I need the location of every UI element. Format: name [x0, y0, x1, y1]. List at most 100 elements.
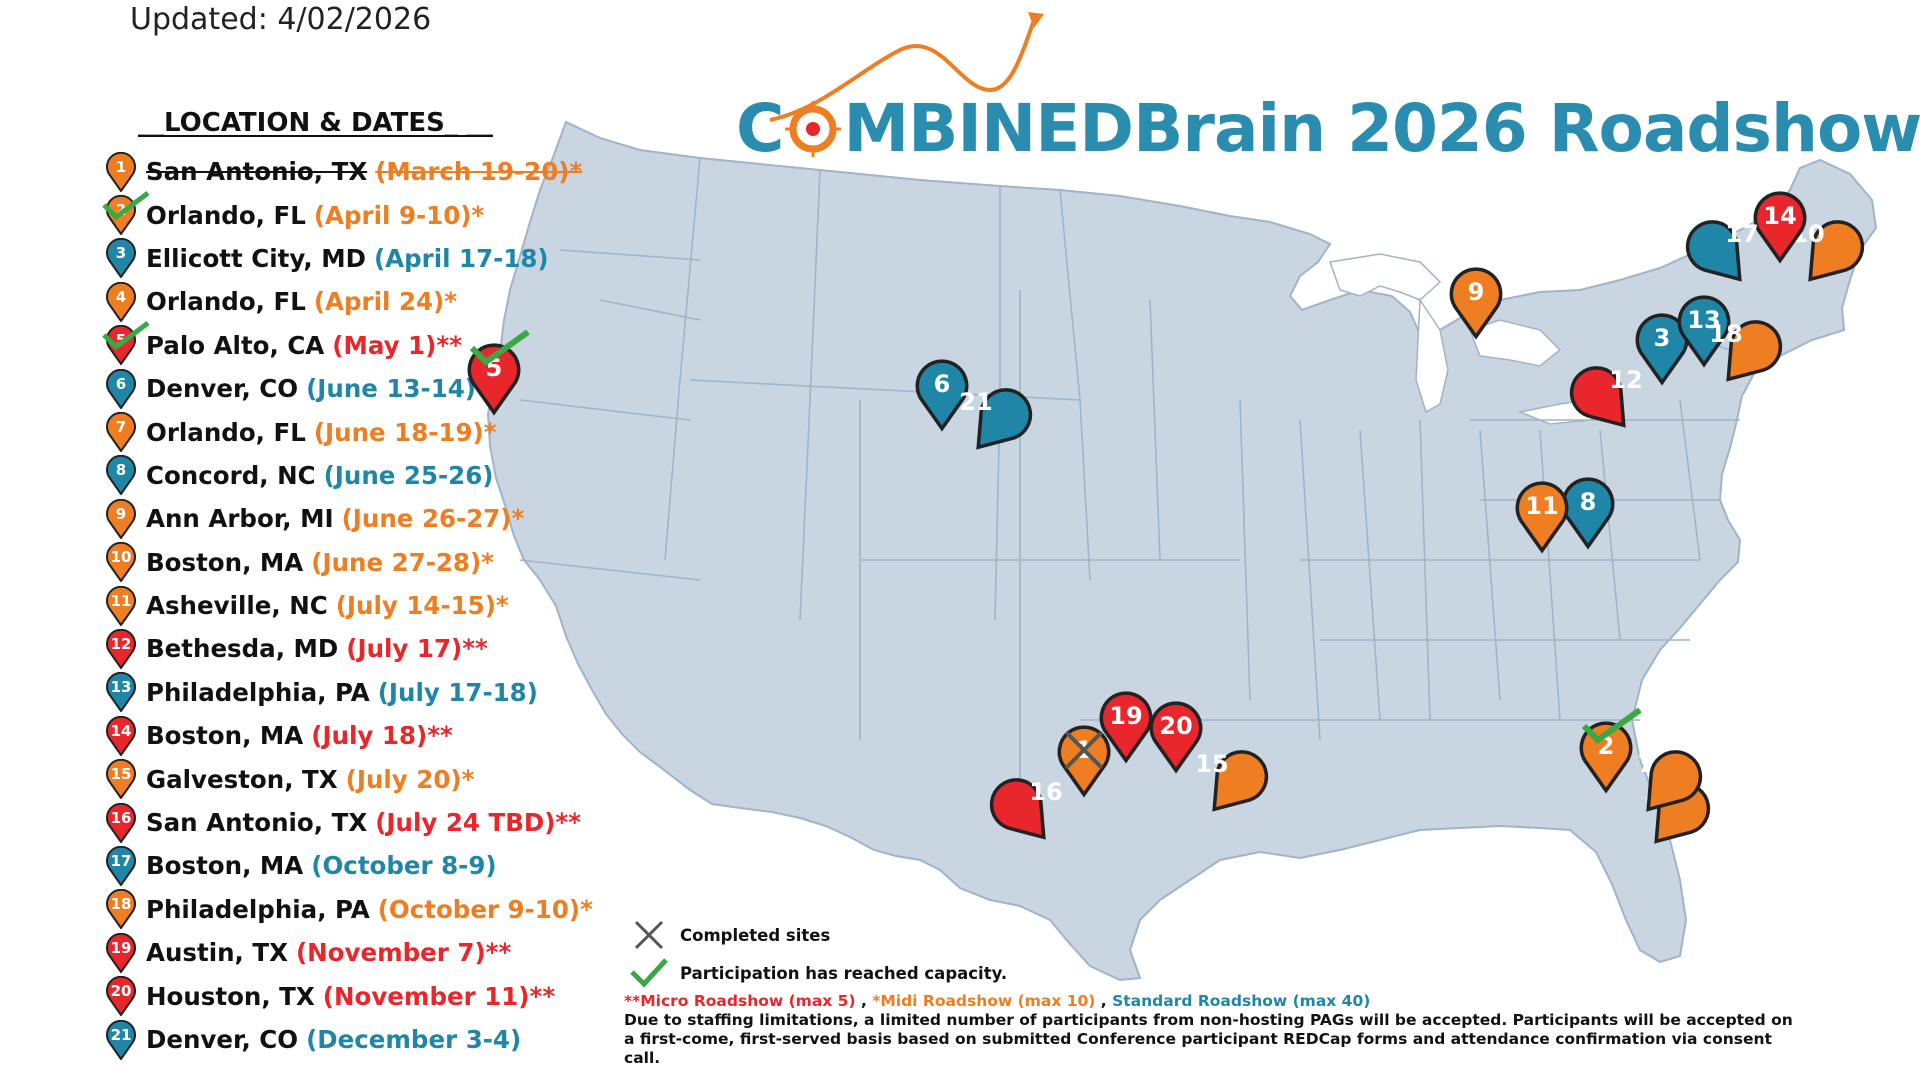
- location-pin-icon: 2: [102, 191, 150, 236]
- map-pin-number: 19: [1109, 702, 1143, 730]
- location-city: Concord, NC: [146, 460, 316, 490]
- separator: ,: [855, 992, 873, 1010]
- map-pin-12[interactable]: 12: [1569, 352, 1656, 430]
- map-pin-number: 3: [1653, 324, 1671, 352]
- roadshow-types: **Micro Roadshow (max 5) , *Midi Roadsho…: [624, 992, 1804, 1011]
- map-pin-number: 21: [959, 388, 993, 416]
- location-city: Ann Arbor, MI: [146, 504, 334, 534]
- map-pin-number: 14: [1763, 202, 1797, 230]
- map-pin-number: 12: [1609, 366, 1643, 394]
- location-city: Boston, MA: [146, 851, 304, 881]
- map-pin-11[interactable]: 11: [1512, 478, 1572, 556]
- location-item: 2 Orlando, FL (April 9-10)*: [102, 191, 574, 236]
- location-item: 4 Orlando, FL (April 24)*: [104, 280, 574, 323]
- location-pin-icon: 10: [104, 542, 138, 583]
- location-item: 14 Boston, MA (July 18)**: [104, 714, 574, 757]
- location-city: Orlando, FL: [146, 200, 306, 230]
- location-city: Denver, CO: [146, 374, 299, 404]
- map-pin-1[interactable]: 1: [1054, 722, 1114, 800]
- map-pin-number: 8: [1579, 488, 1597, 516]
- location-dates: (April 17-18): [373, 243, 549, 273]
- location-city: Denver, CO: [146, 1025, 299, 1054]
- map-pin-21[interactable]: 21: [946, 374, 1033, 452]
- location-number: 6: [115, 374, 127, 393]
- map-pin-2[interactable]: 2: [1576, 708, 1642, 796]
- micro-roadshow-label: **Micro Roadshow (max 5): [624, 992, 856, 1010]
- location-item: 20 Houston, TX (November 11)**: [104, 974, 574, 1017]
- location-number: 14: [110, 721, 132, 740]
- location-item: 18 Philadelphia, PA (October 9-10)*: [104, 888, 593, 931]
- location-number: 1: [115, 157, 127, 176]
- location-item: 8 Concord, NC (June 25-26): [104, 454, 574, 497]
- location-dates: (June 27-28)*: [311, 547, 494, 577]
- location-city: San Antonio, TX: [146, 157, 368, 187]
- map-pin-6[interactable]: 6: [912, 356, 972, 434]
- location-item: 3 Ellicott City, MD (April 17-18): [104, 237, 574, 280]
- location-item: 6 Denver, CO (June 13-14): [104, 367, 574, 410]
- map-pin-18[interactable]: 18: [1696, 306, 1783, 384]
- location-item: 12 Bethesda, MD (July 17)**: [104, 627, 574, 670]
- location-city: Orlando, FL: [146, 287, 306, 317]
- map-pin-number: 17: [1725, 220, 1759, 248]
- map-pin-20[interactable]: 20: [1146, 698, 1206, 776]
- location-number: 2: [115, 201, 127, 220]
- location-pin-icon: 14: [104, 715, 138, 756]
- x-mark-icon: [1064, 730, 1104, 770]
- updated-date: Updated: 4/02/2026: [130, 2, 432, 37]
- location-city: Philadelphia, PA: [146, 894, 370, 924]
- location-number: 21: [110, 1025, 132, 1044]
- map-pin-13[interactable]: 13: [1674, 292, 1734, 370]
- location-number: 20: [110, 982, 132, 1001]
- legend: Completed sites Participation has reache…: [628, 916, 1007, 992]
- staffing-note: Due to staffing limitations, a limited n…: [624, 1011, 1793, 1067]
- location-dates: (July 18)**: [311, 721, 453, 751]
- location-pin-icon: 5: [102, 321, 150, 366]
- location-pin-icon: 7: [104, 412, 138, 453]
- map-pin-14[interactable]: 14: [1750, 188, 1810, 266]
- location-dates: (May 1)**: [332, 330, 463, 360]
- location-number: 12: [110, 634, 132, 653]
- map-pin-16[interactable]: 16: [989, 764, 1076, 842]
- map-pin-5[interactable]: 5: [464, 330, 530, 418]
- location-item: 19 Austin, TX (November 7)**: [104, 931, 574, 974]
- location-item: 16 San Antonio, TX (July 24 TBD)**: [104, 801, 581, 844]
- map-pin-3[interactable]: 3: [1632, 310, 1692, 388]
- legend-capacity-label: Participation has reached capacity.: [680, 963, 1008, 983]
- map-pin-9[interactable]: 9: [1446, 264, 1506, 342]
- location-number: 15: [110, 765, 132, 784]
- map-pin-number: 13: [1687, 306, 1721, 334]
- location-pin-icon: 12: [104, 628, 138, 669]
- location-pin-icon: 21: [104, 1019, 138, 1060]
- x-mark-icon: [634, 920, 664, 950]
- map-pin-number: 15: [1195, 750, 1229, 778]
- location-dates: (July 24 TBD)**: [375, 808, 582, 838]
- location-dates: (December 3-4): [306, 1025, 522, 1054]
- location-dates: (June 26-27)*: [341, 504, 525, 534]
- location-number: 17: [110, 851, 132, 870]
- check-mark-icon: [630, 958, 668, 988]
- location-city: Ellicott City, MD: [146, 243, 366, 273]
- map-pin-17[interactable]: 17: [1685, 206, 1772, 284]
- location-number: 9: [115, 504, 127, 523]
- location-pin-icon: 18: [104, 889, 138, 930]
- location-dates: (November 11)**: [322, 981, 556, 1011]
- location-dates: (July 20)*: [345, 764, 475, 794]
- location-item: 1 San Antonio, TX (March 19-20)*: [104, 150, 582, 193]
- standard-roadshow-label: Standard Roadshow (max 40): [1112, 992, 1371, 1010]
- location-city: Palo Alto, CA: [146, 330, 325, 360]
- location-city: Austin, TX: [146, 938, 288, 968]
- location-dates: (June 25-26): [323, 460, 494, 490]
- locations-heading: __LOCATION & DATES_ __: [138, 108, 493, 138]
- location-pin-icon: 17: [104, 845, 138, 886]
- location-number: 4: [115, 287, 127, 306]
- location-dates: (October 9-10)*: [377, 894, 593, 924]
- location-number: 13: [110, 678, 132, 697]
- page-title: C MBINEDBrain 2026 Roadshow: [736, 90, 1920, 167]
- map-pin-15[interactable]: 15: [1182, 736, 1269, 814]
- location-city: Philadelphia, PA: [146, 677, 370, 707]
- location-item: 5 Palo Alto, CA (May 1)**: [102, 321, 574, 367]
- check-mark-icon: [102, 191, 150, 221]
- map-pin-7[interactable]: 7: [1616, 736, 1703, 814]
- location-number: 18: [110, 895, 132, 914]
- map-pin-19[interactable]: 19: [1096, 688, 1156, 766]
